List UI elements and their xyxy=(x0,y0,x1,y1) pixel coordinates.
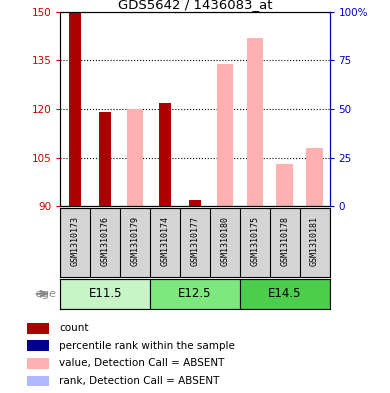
Text: GSM1310178: GSM1310178 xyxy=(280,216,289,266)
Text: rank, Detection Call = ABSENT: rank, Detection Call = ABSENT xyxy=(59,376,220,386)
Bar xyxy=(189,200,201,206)
Bar xyxy=(27,340,48,351)
Bar xyxy=(27,358,48,369)
Bar xyxy=(217,64,233,206)
Text: E11.5: E11.5 xyxy=(89,287,122,300)
Bar xyxy=(127,109,144,206)
Bar xyxy=(159,103,171,206)
Bar xyxy=(150,279,240,309)
Bar xyxy=(27,376,48,386)
Bar xyxy=(69,12,82,206)
Text: count: count xyxy=(59,323,89,333)
Title: GDS5642 / 1436083_at: GDS5642 / 1436083_at xyxy=(118,0,272,11)
Bar xyxy=(60,279,150,309)
Bar xyxy=(27,323,48,334)
Bar xyxy=(240,279,330,309)
Text: GSM1310174: GSM1310174 xyxy=(161,216,170,266)
Text: E14.5: E14.5 xyxy=(268,287,301,300)
Bar xyxy=(99,112,111,206)
Text: E12.5: E12.5 xyxy=(178,287,212,300)
Text: GSM1310179: GSM1310179 xyxy=(131,216,140,266)
Bar xyxy=(307,148,323,206)
Text: GSM1310173: GSM1310173 xyxy=(71,216,80,266)
Text: GSM1310175: GSM1310175 xyxy=(250,216,259,266)
Bar xyxy=(246,38,263,206)
Text: value, Detection Call = ABSENT: value, Detection Call = ABSENT xyxy=(59,358,225,369)
Bar xyxy=(277,164,293,206)
Text: age: age xyxy=(35,289,57,299)
Text: GSM1310177: GSM1310177 xyxy=(190,216,200,266)
Text: GSM1310180: GSM1310180 xyxy=(220,216,229,266)
Text: GSM1310181: GSM1310181 xyxy=(310,216,319,266)
Text: percentile rank within the sample: percentile rank within the sample xyxy=(59,341,235,351)
Text: GSM1310176: GSM1310176 xyxy=(101,216,110,266)
